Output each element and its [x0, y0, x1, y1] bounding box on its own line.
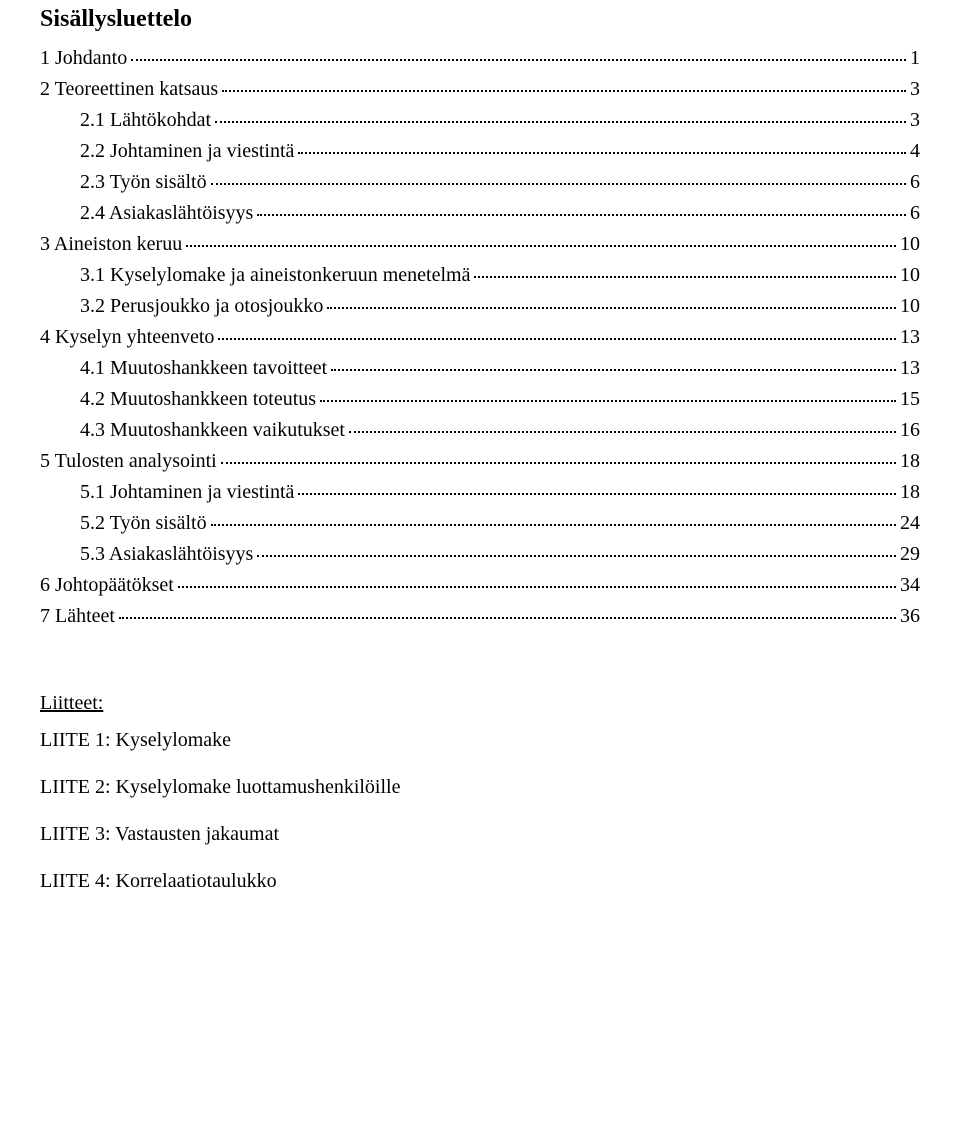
toc-page: 18 [900, 477, 920, 508]
toc-label: 3.1 Kyselylomake ja aineistonkeruun mene… [80, 260, 470, 291]
toc-page: 3 [910, 105, 920, 136]
toc-leader [222, 90, 906, 92]
toc-leader [119, 617, 896, 619]
toc-page: 3 [910, 74, 920, 105]
toc-page: 24 [900, 508, 920, 539]
toc-label: 3.2 Perusjoukko ja otosjoukko [80, 291, 323, 322]
toc-row: 2 Teoreettinen katsaus 3 [40, 74, 920, 105]
toc-leader [320, 400, 896, 402]
toc-label: 5.2 Työn sisältö [80, 508, 207, 539]
toc-label: 4.2 Muutoshankkeen toteutus [80, 384, 316, 415]
toc-label: 2.2 Johtaminen ja viestintä [80, 136, 294, 167]
toc-page: 13 [900, 353, 920, 384]
toc-page: 6 [910, 167, 920, 198]
toc-leader [257, 214, 906, 216]
toc-page: 1 [910, 43, 920, 74]
toc-leader [331, 369, 896, 371]
toc-page: 36 [900, 601, 920, 632]
toc-row: 4.2 Muutoshankkeen toteutus 15 [40, 384, 920, 415]
toc-row: 4 Kyselyn yhteenveto 13 [40, 322, 920, 353]
toc-row: 3 Aineiston keruu 10 [40, 229, 920, 260]
toc-label: 6 Johtopäätökset [40, 570, 174, 601]
toc-label: 3 Aineiston keruu [40, 229, 182, 260]
toc-leader [257, 555, 896, 557]
toc-label: 5.3 Asiakaslähtöisyys [80, 539, 253, 570]
toc-label: 4.3 Muutoshankkeen vaikutukset [80, 415, 345, 446]
toc-leader [211, 524, 896, 526]
toc-leader [221, 462, 896, 464]
toc-row: 2.4 Asiakaslähtöisyys 6 [40, 198, 920, 229]
toc-label: 4.1 Muutoshankkeen tavoitteet [80, 353, 327, 384]
toc-label: 5 Tulosten analysointi [40, 446, 217, 477]
toc-label: 2.1 Lähtökohdat [80, 105, 211, 136]
toc-row: 3.2 Perusjoukko ja otosjoukko 10 [40, 291, 920, 322]
toc-page: 34 [900, 570, 920, 601]
toc-container: 1 Johdanto 1 2 Teoreettinen katsaus 3 2.… [40, 43, 920, 632]
toc-leader [131, 59, 906, 61]
toc-row: 4.3 Muutoshankkeen vaikutukset 16 [40, 415, 920, 446]
spacer [40, 632, 920, 692]
toc-label: 1 Johdanto [40, 43, 127, 74]
toc-label: 5.1 Johtaminen ja viestintä [80, 477, 294, 508]
toc-label: 2.4 Asiakaslähtöisyys [80, 198, 253, 229]
toc-page: 16 [900, 415, 920, 446]
toc-leader [178, 586, 896, 588]
toc-leader [349, 431, 896, 433]
toc-row: 5.2 Työn sisältö 24 [40, 508, 920, 539]
toc-row: 6 Johtopäätökset 34 [40, 570, 920, 601]
toc-row: 5 Tulosten analysointi 18 [40, 446, 920, 477]
toc-label: 2 Teoreettinen katsaus [40, 74, 218, 105]
attachments-heading: Liitteet: [40, 692, 920, 715]
toc-row: 2.3 Työn sisältö 6 [40, 167, 920, 198]
toc-page: 10 [900, 260, 920, 291]
page-title: Sisällysluettelo [40, 6, 920, 33]
toc-row: 5.3 Asiakaslähtöisyys 29 [40, 539, 920, 570]
toc-row: 2.1 Lähtökohdat 3 [40, 105, 920, 136]
toc-page: 15 [900, 384, 920, 415]
toc-page: 6 [910, 198, 920, 229]
attachment-item: LIITE 2: Kyselylomake luottamushenkilöil… [40, 776, 920, 799]
attachment-item: LIITE 4: Korrelaatiotaulukko [40, 870, 920, 893]
toc-row: 7 Lähteet 36 [40, 601, 920, 632]
toc-page: 18 [900, 446, 920, 477]
toc-label: 2.3 Työn sisältö [80, 167, 207, 198]
toc-label: 7 Lähteet [40, 601, 115, 632]
toc-page: 29 [900, 539, 920, 570]
toc-label: 4 Kyselyn yhteenveto [40, 322, 214, 353]
page-container: Sisällysluettelo 1 Johdanto 1 2 Teoreett… [0, 0, 960, 957]
toc-row: 5.1 Johtaminen ja viestintä 18 [40, 477, 920, 508]
attachment-item: LIITE 3: Vastausten jakaumat [40, 823, 920, 846]
toc-row: 1 Johdanto 1 [40, 43, 920, 74]
attachment-item: LIITE 1: Kyselylomake [40, 729, 920, 752]
toc-row: 3.1 Kyselylomake ja aineistonkeruun mene… [40, 260, 920, 291]
toc-leader [215, 121, 906, 123]
toc-leader [327, 307, 896, 309]
toc-page: 10 [900, 229, 920, 260]
toc-leader [211, 183, 906, 185]
toc-page: 10 [900, 291, 920, 322]
toc-page: 13 [900, 322, 920, 353]
toc-leader [298, 152, 906, 154]
toc-page: 4 [910, 136, 920, 167]
toc-leader [298, 493, 896, 495]
toc-leader [474, 276, 896, 278]
toc-row: 2.2 Johtaminen ja viestintä 4 [40, 136, 920, 167]
toc-row: 4.1 Muutoshankkeen tavoitteet 13 [40, 353, 920, 384]
toc-leader [218, 338, 896, 340]
toc-leader [186, 245, 896, 247]
